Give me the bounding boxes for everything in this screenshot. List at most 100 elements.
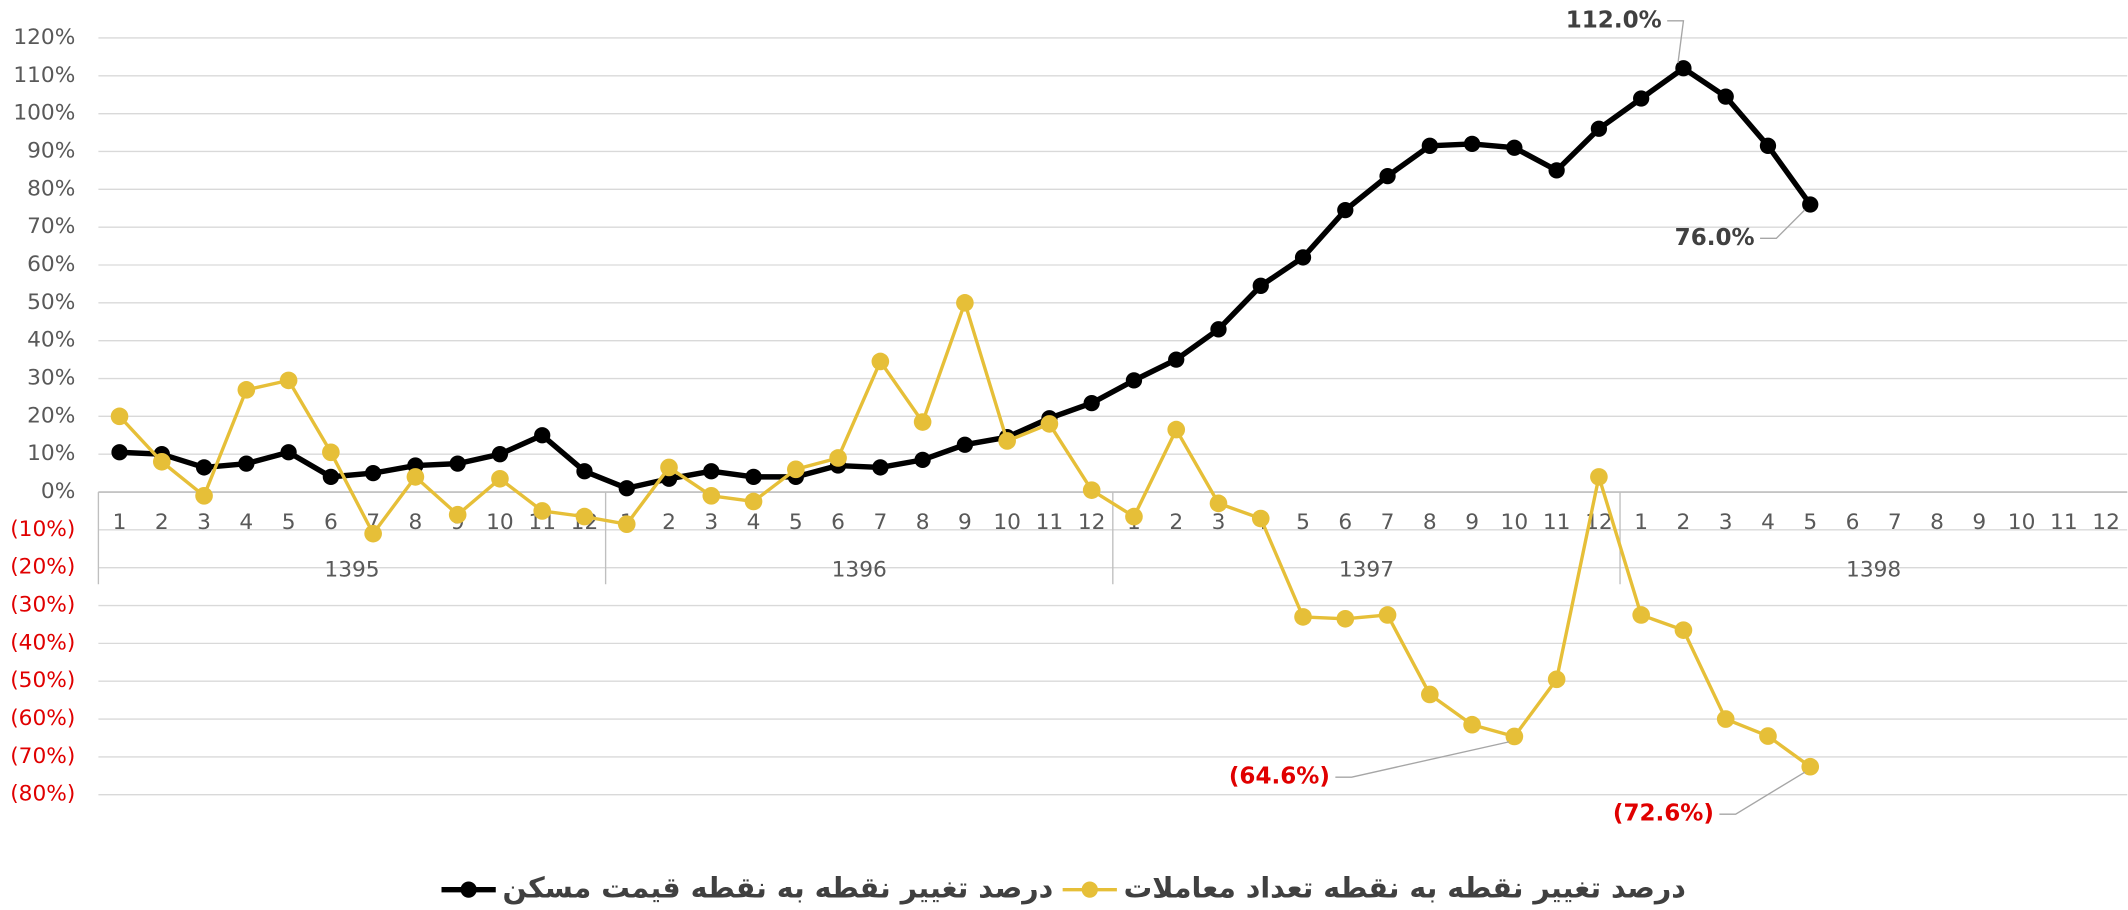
x-tick-label: 5 bbox=[1296, 510, 1310, 535]
data-point bbox=[871, 352, 890, 371]
data-point bbox=[280, 444, 297, 461]
x-tick-label: 3 bbox=[704, 510, 718, 535]
x-tick-label: 2 bbox=[662, 510, 676, 535]
x-tick-label: 9 bbox=[958, 510, 972, 535]
series-line bbox=[119, 65, 1813, 491]
x-tick-label: 7 bbox=[1888, 510, 1902, 535]
y-tick-label: 110% bbox=[13, 63, 75, 88]
leader-line bbox=[1760, 209, 1806, 240]
data-point bbox=[660, 458, 678, 477]
x-tick-label: 10 bbox=[1501, 510, 1529, 535]
data-point bbox=[703, 463, 720, 480]
data-point bbox=[1252, 277, 1269, 294]
data-point bbox=[702, 486, 721, 505]
x-tick-label: 5 bbox=[1803, 510, 1817, 535]
data-point bbox=[364, 524, 382, 543]
data-point bbox=[1506, 139, 1523, 156]
y-tick-label: 90% bbox=[27, 138, 75, 163]
data-point bbox=[1463, 135, 1481, 153]
data-point bbox=[1801, 757, 1820, 776]
data-point bbox=[956, 436, 974, 453]
leader-line bbox=[1667, 20, 1685, 63]
data-point bbox=[1759, 727, 1777, 745]
x-tick-label: 1 bbox=[113, 510, 127, 535]
data-point bbox=[872, 459, 889, 476]
data-point bbox=[1083, 394, 1100, 412]
y-tick-label: (20%) bbox=[10, 555, 75, 580]
x-tick-label: 9 bbox=[1972, 510, 1986, 535]
data-point bbox=[1082, 481, 1101, 499]
data-point bbox=[1167, 420, 1186, 439]
data-point bbox=[1040, 415, 1059, 433]
x-tick-label: 8 bbox=[916, 510, 930, 535]
data-point bbox=[1802, 196, 1819, 213]
group-label: 1397 bbox=[1339, 558, 1394, 583]
y-tick-label: (80%) bbox=[10, 782, 75, 807]
legend-label: درصد تغییر نقطه به نقطه تعداد معاملات bbox=[1124, 872, 1686, 905]
data-point bbox=[575, 507, 594, 526]
data-point bbox=[491, 446, 509, 463]
y-tick-label: (30%) bbox=[10, 593, 75, 618]
data-point bbox=[1759, 137, 1777, 154]
data-point bbox=[829, 449, 847, 467]
data-point bbox=[576, 463, 593, 480]
x-tick-label: 2 bbox=[155, 510, 169, 535]
y-tick-label: (60%) bbox=[10, 706, 75, 731]
x-tick-label: 4 bbox=[1761, 510, 1775, 535]
data-point bbox=[406, 468, 425, 486]
data-point bbox=[1716, 710, 1735, 728]
data-point bbox=[534, 427, 551, 444]
x-tick-label: 8 bbox=[408, 510, 422, 535]
y-tick-label: 0% bbox=[41, 479, 75, 504]
x-tick-label: 8 bbox=[1930, 510, 1944, 535]
x-tick-label: 3 bbox=[1212, 510, 1226, 535]
y-tick-label: (40%) bbox=[10, 630, 75, 655]
data-point bbox=[1632, 606, 1650, 624]
data-point bbox=[195, 459, 213, 476]
x-tick-label: 11 bbox=[2050, 510, 2078, 535]
x-tick-label: 5 bbox=[789, 510, 803, 535]
data-point bbox=[1590, 468, 1608, 486]
data-point bbox=[998, 432, 1016, 450]
y-tick-label: (70%) bbox=[10, 744, 75, 769]
data-point bbox=[110, 407, 129, 426]
x-tick-label: 11 bbox=[1036, 510, 1064, 535]
group-label: 1396 bbox=[832, 558, 887, 583]
data-point bbox=[1209, 494, 1228, 513]
y-tick-label: 100% bbox=[13, 101, 75, 126]
x-tick-label: 6 bbox=[831, 510, 845, 535]
y-tick-label: (50%) bbox=[10, 668, 75, 693]
x-tick-label: 2 bbox=[1169, 510, 1183, 535]
data-point bbox=[1547, 670, 1566, 689]
data-point bbox=[1168, 351, 1185, 368]
legend-label: درصد تغییر نقطه به نقطه قیمت مسکن bbox=[503, 872, 1054, 905]
x-tick-label: 12 bbox=[1078, 510, 1106, 535]
data-point bbox=[1210, 321, 1227, 338]
y-tick-label: 70% bbox=[27, 214, 75, 239]
data-point bbox=[279, 371, 298, 390]
data-point bbox=[1590, 120, 1608, 137]
data-point bbox=[449, 455, 466, 472]
data-point bbox=[1125, 507, 1143, 526]
y-tick-label: 30% bbox=[27, 366, 75, 391]
group-label: 1395 bbox=[324, 558, 379, 583]
y-tick-label: 60% bbox=[27, 252, 75, 277]
x-tick-label: 11 bbox=[1543, 510, 1571, 535]
data-point bbox=[533, 502, 552, 520]
x-tick-label: 6 bbox=[1846, 510, 1860, 535]
x-tick-label: 10 bbox=[486, 510, 514, 535]
data-point bbox=[786, 460, 805, 479]
data-label: 76.0% bbox=[1675, 225, 1755, 251]
data-point bbox=[618, 480, 635, 497]
y-tick-label: 10% bbox=[27, 441, 75, 466]
y-tick-label: (10%) bbox=[10, 517, 75, 542]
leader-line bbox=[1719, 771, 1806, 815]
data-point bbox=[1294, 608, 1312, 626]
x-tick-label: 4 bbox=[239, 510, 253, 535]
x-tick-label: 1 bbox=[1634, 510, 1648, 535]
data-point bbox=[152, 452, 171, 471]
data-point bbox=[1505, 727, 1524, 746]
data-point bbox=[1421, 685, 1439, 704]
